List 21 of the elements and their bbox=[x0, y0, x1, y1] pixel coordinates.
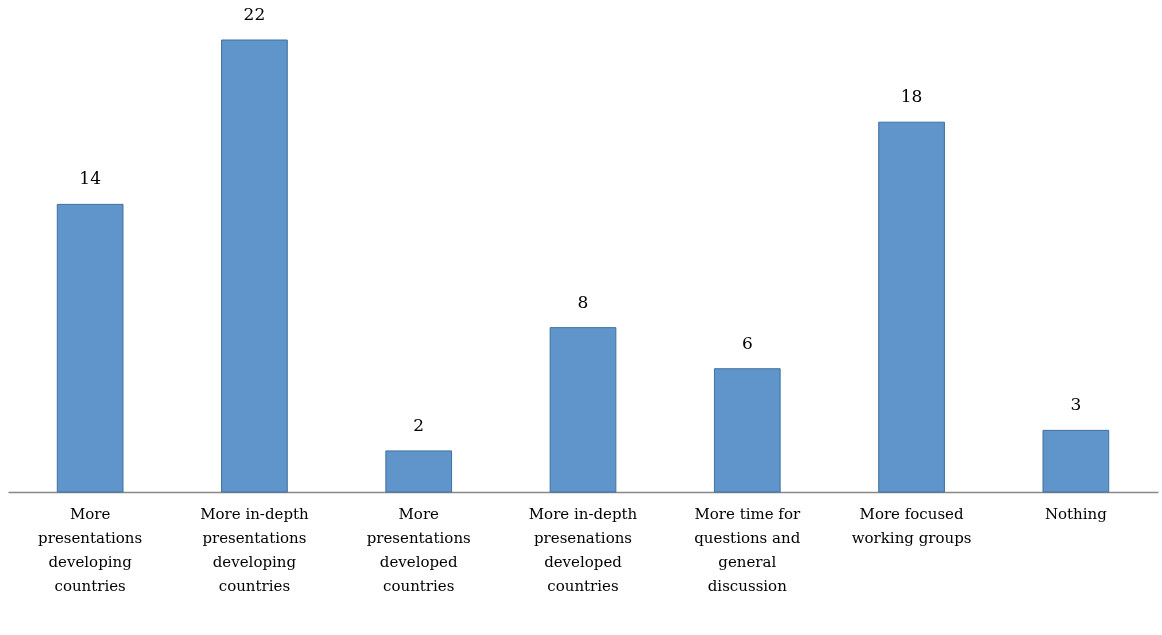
x-tick-label: More presentations developed countries bbox=[366, 504, 471, 595]
x-tick-label: More time for questions and general discussion bbox=[694, 504, 801, 595]
x-tick-label: Nothing bbox=[1044, 504, 1108, 523]
bar bbox=[56, 203, 124, 493]
bar bbox=[221, 39, 288, 493]
x-tick-label: More presentations developing countries bbox=[38, 504, 143, 595]
bar bbox=[385, 450, 453, 493]
data-label: 6 bbox=[741, 332, 753, 353]
data-label: 8 bbox=[577, 291, 589, 312]
data-label: 3 bbox=[1070, 394, 1082, 415]
data-label: 18 bbox=[900, 86, 923, 107]
x-tick-label: More in-depth presenations developed countries bbox=[528, 504, 638, 595]
bar bbox=[713, 368, 781, 493]
data-label: 22 bbox=[243, 4, 266, 24]
x-tick-label: More focused working groups bbox=[851, 504, 972, 547]
x-tick-label: More in-depth presentations developing countries bbox=[200, 504, 310, 595]
bar bbox=[549, 327, 617, 493]
data-label: 2 bbox=[413, 414, 425, 435]
bar bbox=[878, 121, 945, 493]
bar bbox=[1042, 429, 1110, 493]
data-label: 14 bbox=[79, 168, 101, 189]
